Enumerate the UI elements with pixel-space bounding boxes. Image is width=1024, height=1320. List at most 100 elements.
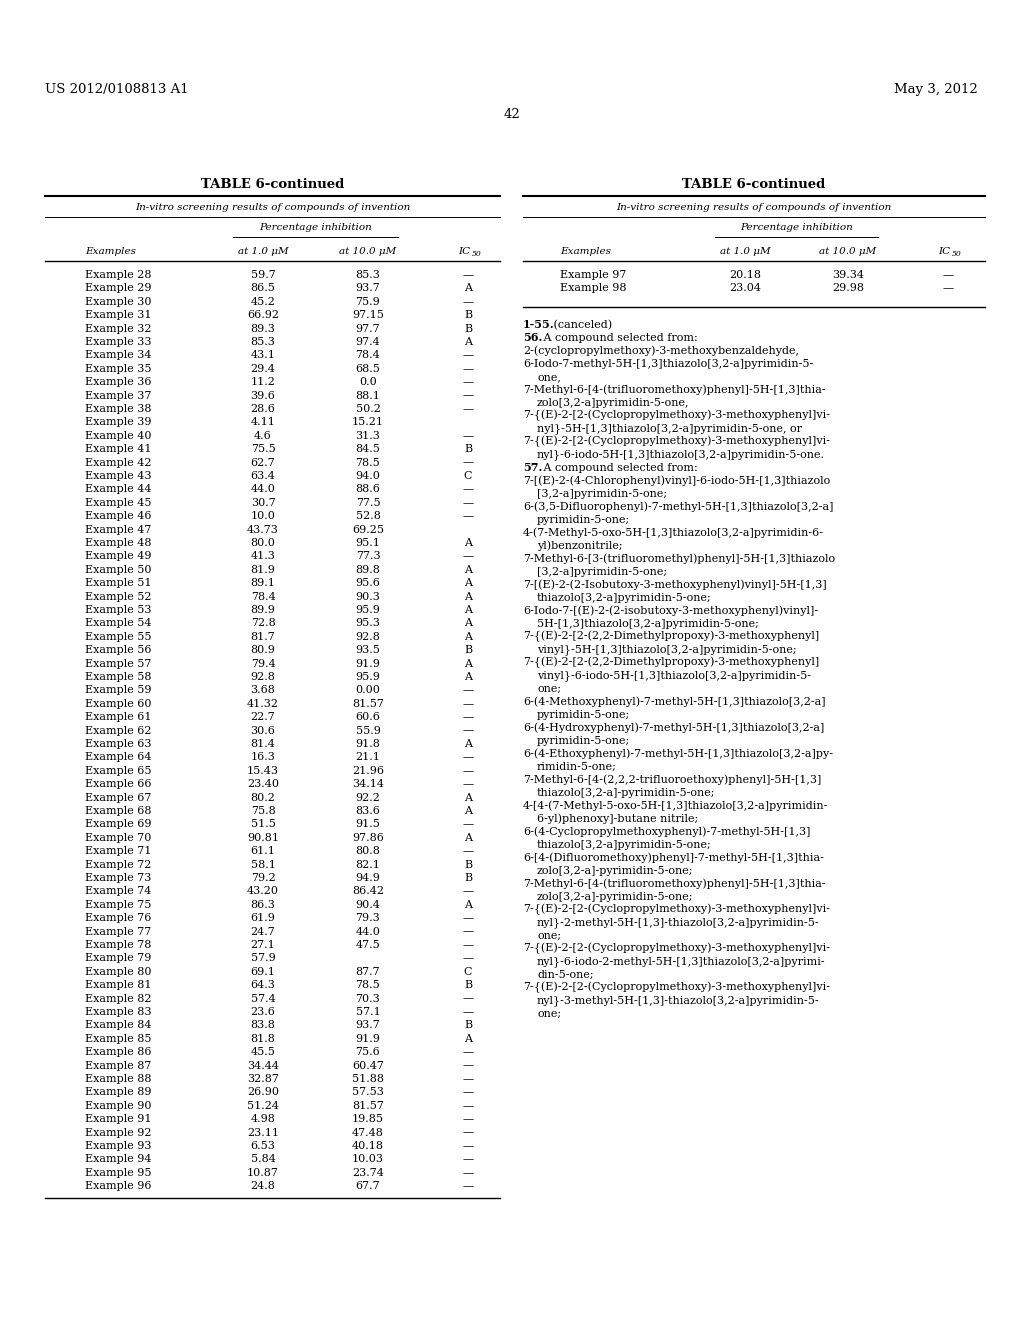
Text: 31.3: 31.3: [355, 430, 381, 441]
Text: Example 35: Example 35: [85, 364, 152, 374]
Text: at 1.0 μM: at 1.0 μM: [238, 247, 289, 256]
Text: In-vitro screening results of compounds of invention: In-vitro screening results of compounds …: [616, 203, 892, 213]
Text: B: B: [464, 445, 472, 454]
Text: 6-(4-Methoxyphenyl)-7-methyl-5H-[1,3]thiazolo[3,2-a]: 6-(4-Methoxyphenyl)-7-methyl-5H-[1,3]thi…: [523, 697, 825, 708]
Text: —: —: [942, 284, 953, 293]
Text: B: B: [464, 873, 472, 883]
Text: 95.1: 95.1: [355, 539, 381, 548]
Text: 34.14: 34.14: [352, 779, 384, 789]
Text: 81.7: 81.7: [251, 632, 275, 642]
Text: 88.6: 88.6: [355, 484, 381, 495]
Text: 66.92: 66.92: [247, 310, 279, 321]
Text: —: —: [463, 927, 473, 937]
Text: Example 51: Example 51: [85, 578, 152, 589]
Text: —: —: [463, 350, 473, 360]
Text: 81.57: 81.57: [352, 1101, 384, 1111]
Text: 7-Methyl-6-[4-(trifluoromethoxy)phenyl]-5H-[1,3]thia-: 7-Methyl-6-[4-(trifluoromethoxy)phenyl]-…: [523, 384, 825, 395]
Text: 7-{(E)-2-[2-(Cyclopropylmethoxy)-3-methoxyphenyl]vi-: 7-{(E)-2-[2-(Cyclopropylmethoxy)-3-metho…: [523, 436, 830, 447]
Text: 4.11: 4.11: [251, 417, 275, 428]
Text: Example 98: Example 98: [560, 284, 627, 293]
Text: 93.7: 93.7: [355, 284, 380, 293]
Text: 86.42: 86.42: [352, 887, 384, 896]
Text: 97.7: 97.7: [355, 323, 380, 334]
Text: 68.5: 68.5: [355, 364, 381, 374]
Text: 23.04: 23.04: [729, 284, 761, 293]
Text: one;: one;: [537, 1008, 561, 1019]
Text: 91.5: 91.5: [355, 820, 381, 829]
Text: Example 58: Example 58: [85, 672, 152, 682]
Text: 47.5: 47.5: [355, 940, 380, 950]
Text: thiazolo[3,2-a]pyrimidin-5-one;: thiazolo[3,2-a]pyrimidin-5-one;: [537, 840, 712, 850]
Text: 79.3: 79.3: [355, 913, 380, 923]
Text: IC: IC: [458, 247, 470, 256]
Text: 82.1: 82.1: [355, 859, 381, 870]
Text: 6-(3,5-Difluorophenyl)-7-methyl-5H-[1,3]thiazolo[3,2-a]: 6-(3,5-Difluorophenyl)-7-methyl-5H-[1,3]…: [523, 502, 834, 512]
Text: 4-[4-(7-Methyl-5-oxo-5H-[1,3]thiazolo[3,2-a]pyrimidin-: 4-[4-(7-Methyl-5-oxo-5H-[1,3]thiazolo[3,…: [523, 800, 828, 810]
Text: —: —: [463, 726, 473, 735]
Text: A: A: [464, 539, 472, 548]
Text: 28.6: 28.6: [251, 404, 275, 414]
Text: 95.6: 95.6: [355, 578, 381, 589]
Text: 94.0: 94.0: [355, 471, 381, 480]
Text: nyl}-6-iodo-2-methyl-5H-[1,3]thiazolo[3,2-a]pyrimi-: nyl}-6-iodo-2-methyl-5H-[1,3]thiazolo[3,…: [537, 957, 825, 968]
Text: 44.0: 44.0: [355, 927, 381, 937]
Text: —: —: [463, 685, 473, 696]
Text: [3,2-a]pyrimidin-5-one;: [3,2-a]pyrimidin-5-one;: [537, 566, 667, 577]
Text: —: —: [463, 1140, 473, 1151]
Text: Example 97: Example 97: [560, 271, 627, 280]
Text: —: —: [463, 766, 473, 776]
Text: —: —: [463, 913, 473, 923]
Text: A: A: [464, 618, 472, 628]
Text: 23.6: 23.6: [251, 1007, 275, 1016]
Text: 67.7: 67.7: [355, 1181, 380, 1191]
Text: 91.8: 91.8: [355, 739, 381, 748]
Text: 7-{(E)-2-[2-(2,2-Dimethylpropoxy)-3-methoxyphenyl]: 7-{(E)-2-[2-(2,2-Dimethylpropoxy)-3-meth…: [523, 657, 819, 668]
Text: vinyl}-6-iodo-5H-[1,3]thiazolo[3,2-a]pyrimidin-5-: vinyl}-6-iodo-5H-[1,3]thiazolo[3,2-a]pyr…: [537, 671, 811, 681]
Text: Example 64: Example 64: [85, 752, 152, 763]
Text: vinyl}-5H-[1,3]thiazolo[3,2-a]pyrimidin-5-one;: vinyl}-5H-[1,3]thiazolo[3,2-a]pyrimidin-…: [537, 644, 797, 655]
Text: zolo[3,2-a]-pyrimidin-5-one;: zolo[3,2-a]-pyrimidin-5-one;: [537, 866, 693, 875]
Text: Example 49: Example 49: [85, 552, 152, 561]
Text: A: A: [464, 337, 472, 347]
Text: —: —: [463, 846, 473, 857]
Text: Example 85: Example 85: [85, 1034, 152, 1044]
Text: 51.5: 51.5: [251, 820, 275, 829]
Text: 23.11: 23.11: [247, 1127, 279, 1138]
Text: US 2012/0108813 A1: US 2012/0108813 A1: [45, 83, 188, 96]
Text: Examples: Examples: [560, 247, 611, 256]
Text: Example 63: Example 63: [85, 739, 152, 748]
Text: Example 45: Example 45: [85, 498, 152, 508]
Text: 5H-[1,3]thiazolo[3,2-a]pyrimidin-5-one;: 5H-[1,3]thiazolo[3,2-a]pyrimidin-5-one;: [537, 619, 759, 628]
Text: —: —: [463, 1060, 473, 1071]
Text: Example 81: Example 81: [85, 981, 152, 990]
Text: 6-[4-(Difluoromethoxy)phenyl]-7-methyl-5H-[1,3]thia-: 6-[4-(Difluoromethoxy)phenyl]-7-methyl-5…: [523, 853, 824, 863]
Text: A: A: [464, 591, 472, 602]
Text: 15.21: 15.21: [352, 417, 384, 428]
Text: Example 71: Example 71: [85, 846, 152, 857]
Text: 19.85: 19.85: [352, 1114, 384, 1125]
Text: A: A: [464, 792, 472, 803]
Text: 45.2: 45.2: [251, 297, 275, 306]
Text: 95.3: 95.3: [355, 618, 381, 628]
Text: 87.7: 87.7: [355, 966, 380, 977]
Text: 6-(4-Ethoxyphenyl)-7-methyl-5H-[1,3]thiazolo[3,2-a]py-: 6-(4-Ethoxyphenyl)-7-methyl-5H-[1,3]thia…: [523, 748, 833, 759]
Text: 90.3: 90.3: [355, 591, 381, 602]
Text: 58.1: 58.1: [251, 859, 275, 870]
Text: —: —: [463, 271, 473, 280]
Text: 10.87: 10.87: [247, 1168, 279, 1177]
Text: 92.8: 92.8: [355, 632, 381, 642]
Text: 60.47: 60.47: [352, 1060, 384, 1071]
Text: Percentage inhibition: Percentage inhibition: [740, 223, 853, 232]
Text: —: —: [463, 1047, 473, 1057]
Text: 95.9: 95.9: [355, 672, 381, 682]
Text: A: A: [464, 565, 472, 574]
Text: 57.1: 57.1: [355, 1007, 380, 1016]
Text: 30.6: 30.6: [251, 726, 275, 735]
Text: 70.3: 70.3: [355, 994, 380, 1003]
Text: Example 37: Example 37: [85, 391, 152, 400]
Text: Example 41: Example 41: [85, 445, 152, 454]
Text: 7-[(E)-2-(2-Isobutoxy-3-methoxyphenyl)vinyl]-5H-[1,3]: 7-[(E)-2-(2-Isobutoxy-3-methoxyphenyl)vi…: [523, 579, 826, 590]
Text: 4.6: 4.6: [254, 430, 272, 441]
Text: 29.98: 29.98: [831, 284, 864, 293]
Text: 97.4: 97.4: [355, 337, 380, 347]
